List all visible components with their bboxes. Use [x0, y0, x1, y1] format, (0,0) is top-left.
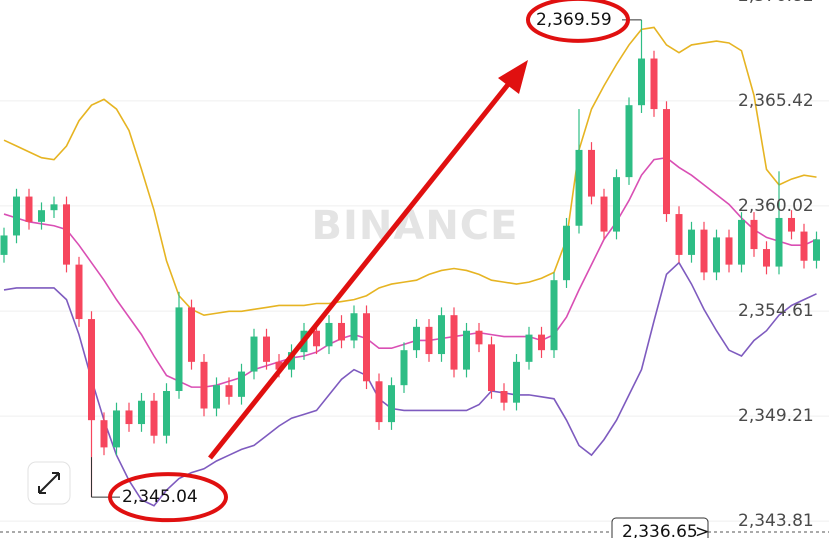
candle-body — [238, 371, 245, 397]
candle-body — [450, 315, 458, 370]
candle-body — [213, 385, 220, 409]
candle-body — [725, 237, 733, 265]
candle-body — [750, 219, 758, 250]
candle-body — [50, 204, 58, 211]
candle-body — [638, 58, 645, 106]
candle-body — [325, 322, 333, 347]
candle-body — [250, 336, 258, 372]
candle-body — [150, 400, 158, 436]
current-price-label: 2,336.65 — [622, 522, 698, 538]
low-label: 2,345.04 — [122, 487, 198, 507]
candle-body — [313, 330, 320, 347]
candle-body — [225, 385, 233, 397]
candle-body — [513, 361, 520, 403]
low-circle — [108, 472, 228, 523]
y-tick-label: 2,354.61 — [738, 301, 814, 321]
candle-body — [563, 225, 570, 281]
candle-body — [488, 344, 495, 392]
candle-body — [113, 410, 120, 448]
candle-body — [813, 239, 820, 261]
candle-body — [500, 391, 508, 403]
y-tick-label: 2,360.02 — [738, 196, 814, 216]
candle-body — [363, 313, 370, 382]
candle-body — [800, 231, 808, 261]
bollinger-band — [3, 156, 817, 388]
plot — [0, 19, 820, 507]
candle-body — [700, 229, 708, 273]
arrow-shaft — [208, 80, 512, 460]
candle-body — [275, 361, 283, 370]
candle-body — [88, 319, 95, 421]
candle-body — [100, 420, 108, 448]
candle-body — [438, 315, 445, 355]
bollinger-band — [3, 261, 817, 507]
candle-body — [0, 235, 8, 255]
y-tick-label: 2,343.81 — [738, 511, 814, 531]
candle-body — [63, 204, 70, 265]
high-label: 2,369.59 — [536, 10, 612, 30]
candle-body — [38, 210, 45, 222]
candle-body — [600, 196, 608, 232]
candle-body — [175, 307, 183, 392]
candle-body — [338, 322, 345, 341]
candle-body — [713, 237, 720, 273]
arrow-head — [498, 60, 528, 94]
candle-body — [375, 381, 383, 423]
candle-body — [763, 249, 770, 267]
high-circle — [526, 0, 630, 43]
candle-body — [550, 280, 558, 351]
candle-body — [188, 307, 195, 362]
candle-body — [613, 177, 620, 232]
candle-body — [688, 229, 695, 255]
candle-body — [400, 350, 408, 386]
candle-body — [650, 58, 658, 110]
bollinger-band — [3, 26, 817, 317]
candle-body — [588, 149, 595, 197]
candle-body — [788, 217, 795, 232]
candle-body — [163, 391, 170, 436]
candle-body — [738, 219, 745, 265]
candle-body — [625, 105, 633, 178]
y-axis: 2,343.81 2,349.21 2,354.61 2,360.02 2,365.42… — [738, 0, 814, 531]
candle-body — [25, 196, 33, 222]
candle-body — [13, 196, 20, 236]
expand-button[interactable] — [27, 461, 71, 505]
candle-body — [463, 330, 470, 370]
y-tick-label: 2,349.21 — [738, 406, 814, 426]
candle-body — [413, 326, 420, 351]
candle-body — [138, 400, 145, 425]
watermark: BINANCE — [312, 203, 519, 249]
candle-body — [263, 336, 270, 362]
candle-body — [525, 334, 533, 362]
candle-body — [575, 149, 583, 226]
candle-body — [475, 330, 483, 345]
candle-body — [675, 214, 683, 255]
candle-body — [288, 352, 295, 370]
candle-body — [775, 217, 783, 267]
y-tick-label: 2,370.82 — [738, 0, 814, 6]
current-price-box — [611, 517, 709, 538]
candle-body — [538, 334, 545, 351]
y-tick-label: 2,365.42 — [738, 91, 814, 111]
candle-body — [425, 326, 433, 355]
candle-body — [388, 385, 395, 423]
candle-body — [125, 410, 133, 425]
expand-icon — [38, 472, 60, 494]
candle-body — [200, 361, 208, 409]
candle-body — [663, 109, 670, 215]
candle-body — [75, 264, 83, 320]
candle-body — [350, 313, 358, 341]
current-price-icon: > — [695, 522, 709, 538]
